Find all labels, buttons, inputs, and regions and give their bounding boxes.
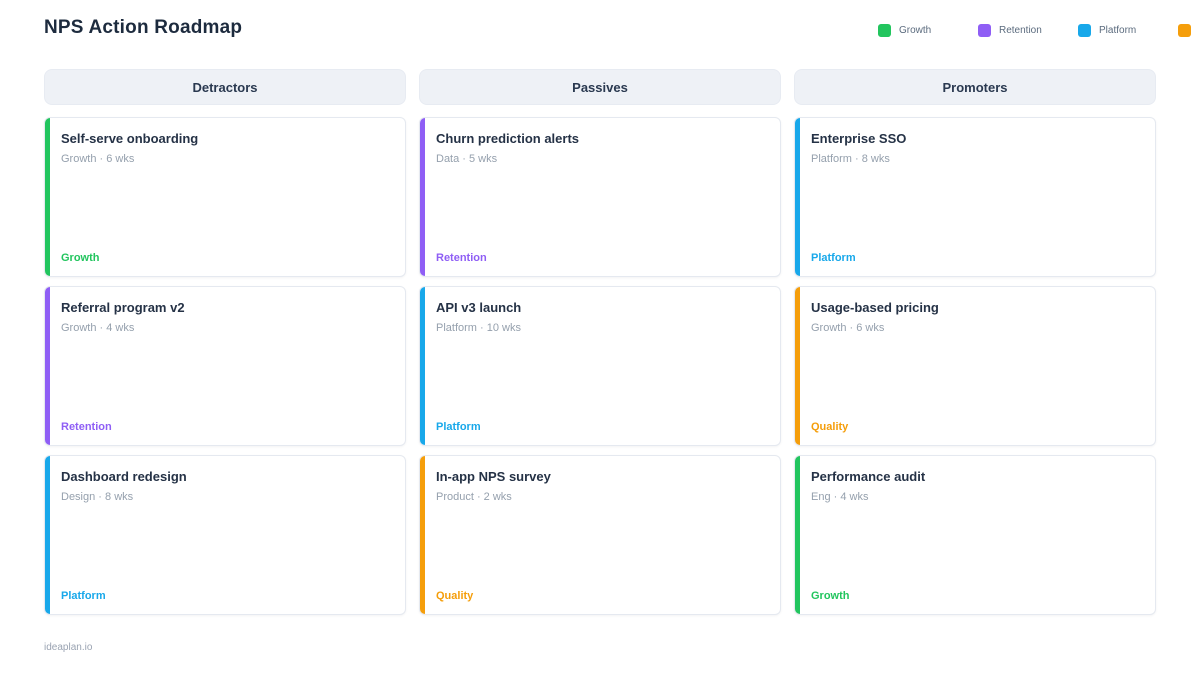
card-tag: Retention [436, 252, 487, 264]
card-meta: Growth · 4 wks [61, 322, 135, 334]
legend-label: Retention [999, 25, 1042, 36]
card-accent-stripe [795, 456, 800, 614]
roadmap-card[interactable]: Referral program v2 Growth · 4 wks Reten… [44, 286, 406, 446]
card-tag: Growth [61, 252, 100, 264]
retention-swatch-icon [978, 24, 991, 37]
card-title: Referral program v2 [61, 300, 185, 315]
card-accent-stripe [420, 456, 425, 614]
column-header: Passives [419, 69, 781, 105]
card-title: API v3 launch [436, 300, 522, 315]
card-list: Self-serve onboarding Growth · 6 wks Gro… [44, 117, 406, 615]
roadmap-card[interactable]: Enterprise SSO Platform · 8 wks Platform [794, 117, 1156, 277]
column-passives: Passives Churn prediction alerts Data · … [419, 69, 781, 615]
card-title: Performance audit [811, 469, 926, 484]
card-accent-stripe [795, 118, 800, 276]
column-header: Detractors [44, 69, 406, 105]
page-title: NPS Action Roadmap [44, 17, 243, 38]
legend: Growth Retention Platform [878, 24, 1199, 37]
card-tag: Platform [436, 421, 481, 433]
card-list: Enterprise SSO Platform · 8 wks Platform… [794, 117, 1156, 615]
card-meta: Growth · 6 wks [61, 153, 135, 165]
card-title: Enterprise SSO [811, 131, 907, 146]
card-title: Churn prediction alerts [436, 131, 580, 146]
card-tag: Quality [436, 590, 474, 602]
growth-swatch-icon [878, 24, 891, 37]
roadmap-board: Detractors Self-serve onboarding Growth … [44, 69, 1156, 615]
card-accent-stripe [795, 287, 800, 445]
legend-item-platform: Platform [1078, 24, 1178, 37]
card-title: Self-serve onboarding [61, 131, 199, 146]
card-tag: Platform [61, 590, 106, 602]
card-accent-stripe [45, 287, 50, 445]
card-tag: Growth [811, 590, 850, 602]
card-tag: Quality [811, 421, 849, 433]
legend-item-quality [1178, 24, 1199, 37]
card-tag: Retention [61, 421, 112, 433]
roadmap-card[interactable]: Dashboard redesign Design · 8 wks Platfo… [44, 455, 406, 615]
card-meta: Growth · 6 wks [811, 322, 885, 334]
legend-item-growth: Growth [878, 24, 978, 37]
card-list: Churn prediction alerts Data · 5 wks Ret… [419, 117, 781, 615]
brand-footer: ideaplan.io [44, 642, 93, 653]
roadmap-card[interactable]: In-app NPS survey Product · 2 wks Qualit… [419, 455, 781, 615]
roadmap-card[interactable]: Self-serve onboarding Growth · 6 wks Gro… [44, 117, 406, 277]
card-accent-stripe [45, 118, 50, 276]
card-meta: Platform · 8 wks [811, 153, 890, 165]
legend-label: Growth [899, 25, 932, 36]
legend-item-retention: Retention [978, 24, 1078, 37]
card-tag: Platform [811, 252, 856, 264]
roadmap-card[interactable]: API v3 launch Platform · 10 wks Platform [419, 286, 781, 446]
card-accent-stripe [45, 456, 50, 614]
card-accent-stripe [420, 287, 425, 445]
legend-label: Platform [1099, 25, 1137, 36]
card-meta: Data · 5 wks [436, 153, 498, 165]
roadmap-card[interactable]: Churn prediction alerts Data · 5 wks Ret… [419, 117, 781, 277]
card-meta: Eng · 4 wks [811, 491, 869, 503]
card-meta: Design · 8 wks [61, 491, 134, 503]
column-header: Promoters [794, 69, 1156, 105]
platform-swatch-icon [1078, 24, 1091, 37]
card-accent-stripe [420, 118, 425, 276]
column-detractors: Detractors Self-serve onboarding Growth … [44, 69, 406, 615]
card-meta: Product · 2 wks [436, 491, 512, 503]
roadmap-card[interactable]: Usage-based pricing Growth · 6 wks Quali… [794, 286, 1156, 446]
column-promoters: Promoters Enterprise SSO Platform · 8 wk… [794, 69, 1156, 615]
card-meta: Platform · 10 wks [436, 322, 521, 334]
card-title: Usage-based pricing [811, 300, 939, 315]
card-title: Dashboard redesign [61, 469, 187, 484]
card-title: In-app NPS survey [436, 469, 551, 484]
quality-swatch-icon [1178, 24, 1191, 37]
roadmap-card[interactable]: Performance audit Eng · 4 wks Growth [794, 455, 1156, 615]
